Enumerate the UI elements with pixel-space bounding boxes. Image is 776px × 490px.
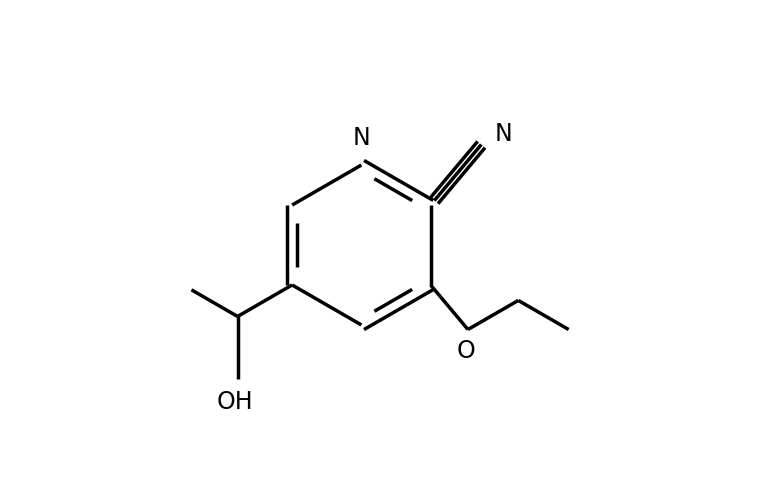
Text: N: N <box>495 122 512 147</box>
Text: N: N <box>352 125 370 149</box>
Text: O: O <box>456 339 475 363</box>
Text: OH: OH <box>217 390 254 414</box>
